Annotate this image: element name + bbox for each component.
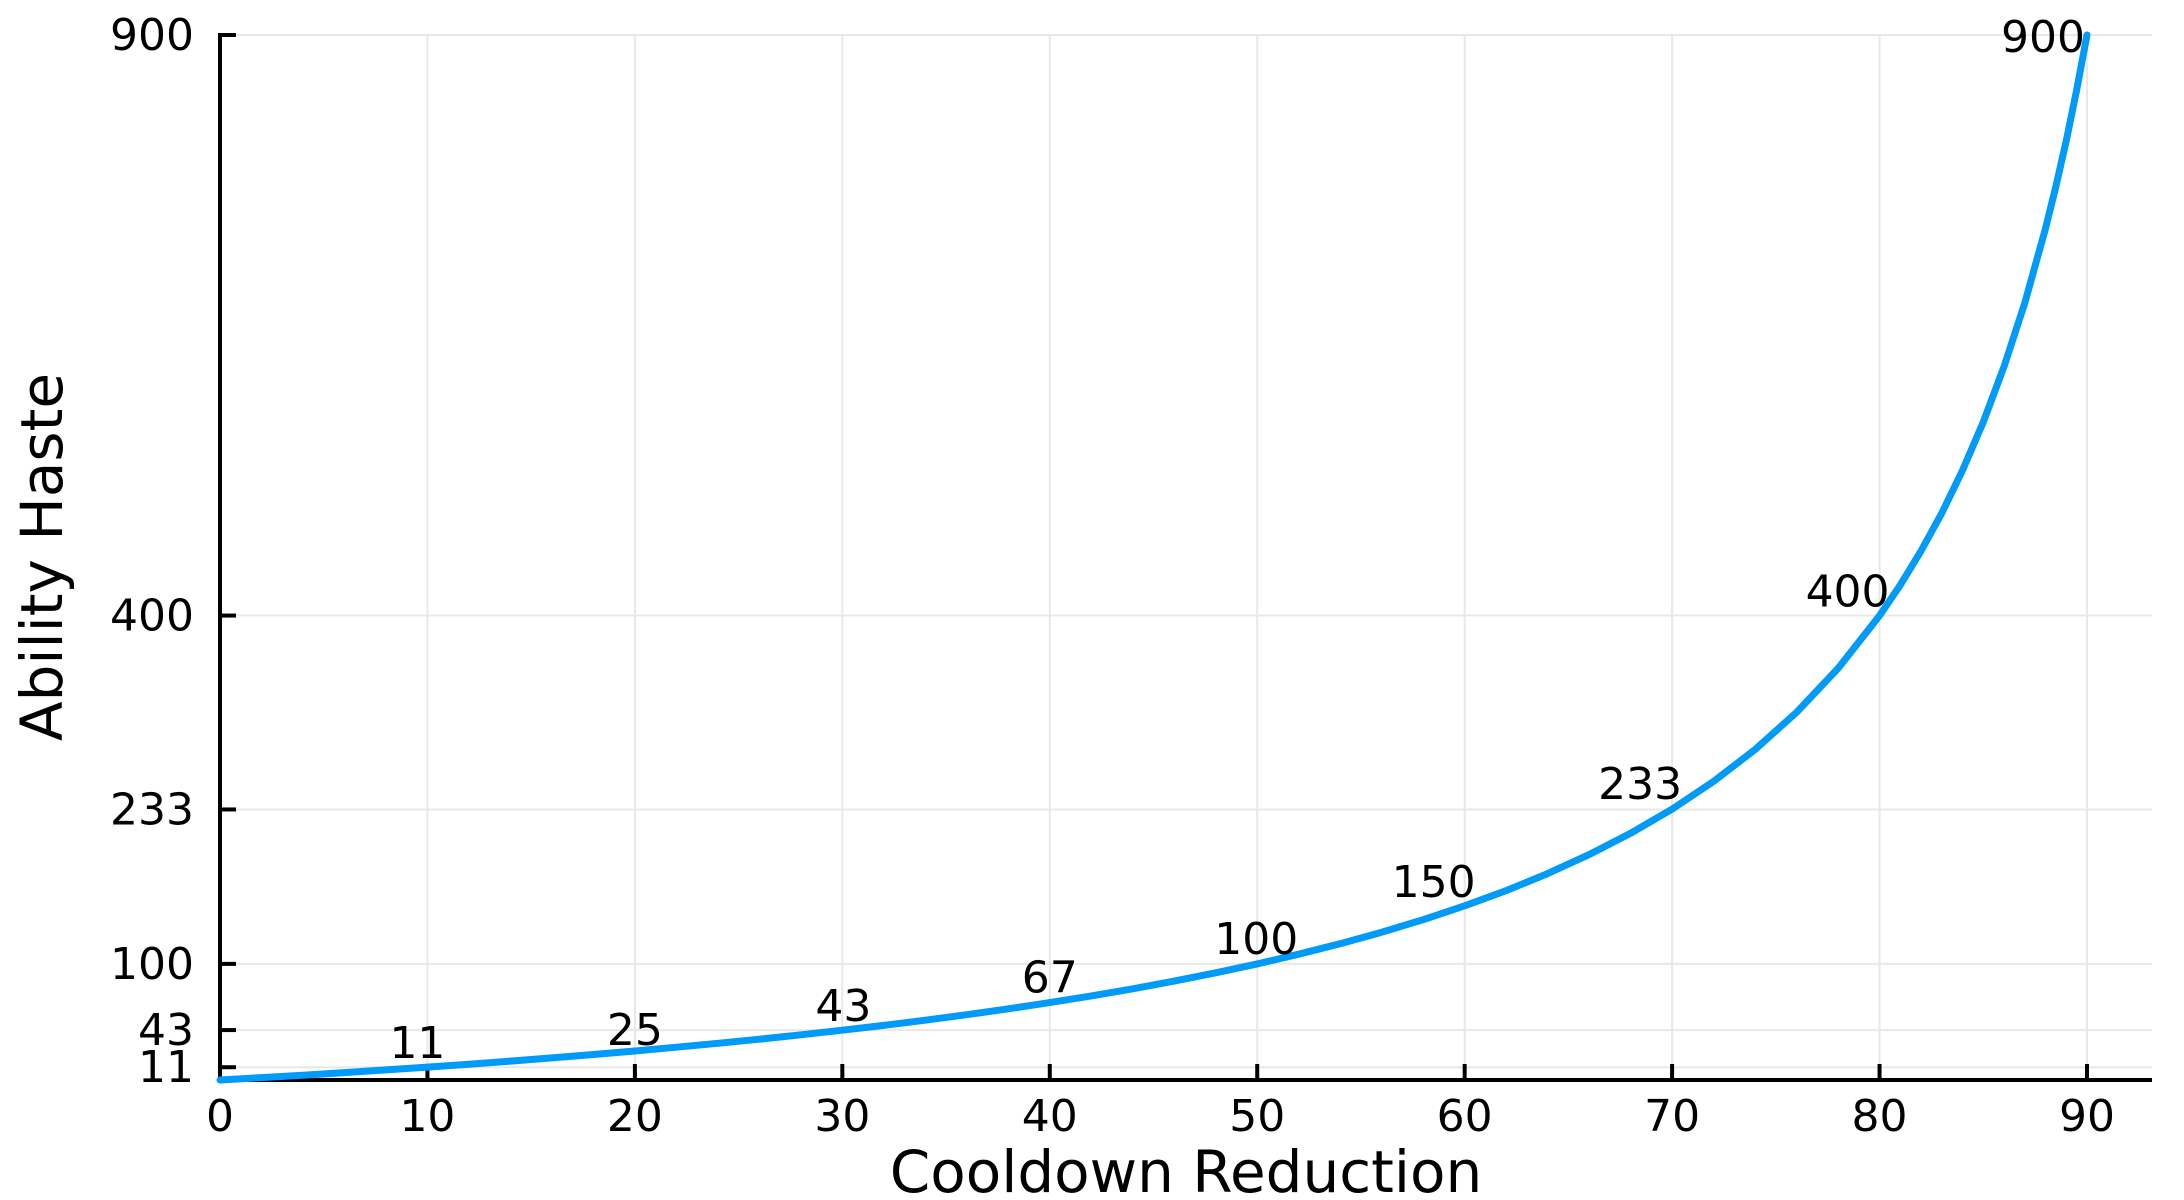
data-labels: 11 25 43 67 100 150 233 400 900 <box>389 12 2085 1069</box>
y-tick-label: 43 <box>138 1005 194 1056</box>
y-axis-title: Ability Haste <box>8 373 76 741</box>
x-tick-label: 60 <box>1437 1091 1493 1142</box>
x-axis-title: Cooldown Reduction <box>890 1138 1482 1200</box>
x-tick-label: 30 <box>814 1091 870 1142</box>
x-tick-label: 50 <box>1229 1091 1285 1142</box>
series-curve <box>216 31 2091 1084</box>
point-label: 11 <box>389 1018 445 1069</box>
point-label: 900 <box>2001 12 2085 63</box>
gridlines <box>219 34 2152 1080</box>
x-tick-label: 0 <box>206 1091 234 1142</box>
point-label: 233 <box>1598 759 1682 810</box>
x-tick-label: 40 <box>1022 1091 1078 1142</box>
point-label: 400 <box>1806 567 1890 618</box>
x-tick-label: 80 <box>1852 1091 1908 1142</box>
x-tick-label: 70 <box>1644 1091 1700 1142</box>
y-tick-label: 400 <box>110 591 194 642</box>
point-label: 25 <box>607 1005 663 1056</box>
point-label: 43 <box>815 981 871 1032</box>
point-label: 67 <box>1022 953 1078 1004</box>
y-tick-label: 11 <box>138 1042 194 1093</box>
x-tick-label: 90 <box>2059 1091 2115 1142</box>
y-tick-label: 100 <box>110 939 194 990</box>
y-tick-label: 233 <box>110 784 194 835</box>
x-tick-label: 20 <box>607 1091 663 1142</box>
data-series <box>216 31 2091 1084</box>
y-tick-label: 900 <box>110 10 194 61</box>
point-label: 100 <box>1214 914 1298 965</box>
point-label: 150 <box>1392 857 1476 908</box>
x-tick-label: 10 <box>399 1091 455 1142</box>
